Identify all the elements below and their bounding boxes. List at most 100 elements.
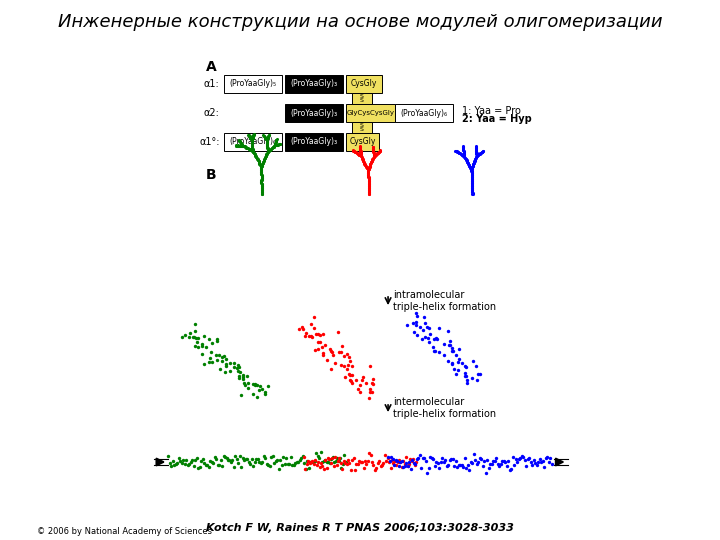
Point	[197, 342, 208, 350]
Point	[259, 390, 271, 399]
Point	[454, 149, 466, 158]
Point	[242, 455, 253, 463]
Point	[358, 157, 369, 165]
Point	[234, 137, 246, 146]
Point	[476, 147, 487, 156]
Point	[312, 329, 324, 338]
Point	[186, 456, 198, 464]
Point	[235, 141, 247, 150]
Point	[471, 151, 482, 159]
Point	[259, 153, 271, 162]
Point	[334, 453, 346, 462]
Point	[270, 141, 282, 150]
Point	[389, 457, 400, 465]
Point	[220, 368, 231, 376]
Point	[323, 454, 334, 463]
Point	[246, 146, 257, 154]
Point	[471, 148, 482, 157]
Point	[234, 141, 246, 150]
Point	[325, 458, 337, 467]
Point	[206, 458, 217, 467]
Point	[270, 137, 282, 145]
Point	[240, 143, 252, 152]
Point	[266, 144, 278, 152]
Point	[261, 135, 273, 144]
Point	[247, 133, 258, 142]
Point	[260, 152, 271, 160]
Point	[256, 161, 268, 170]
Point	[359, 160, 371, 169]
Point	[269, 140, 281, 149]
Point	[372, 149, 383, 158]
Point	[392, 457, 403, 466]
Point	[328, 458, 340, 467]
Point	[393, 462, 405, 471]
Point	[469, 154, 481, 163]
Point	[435, 457, 446, 466]
Point	[238, 142, 250, 151]
Point	[402, 321, 413, 330]
Point	[475, 455, 487, 463]
Point	[235, 139, 247, 147]
Point	[467, 458, 478, 467]
Point	[249, 151, 261, 159]
Point	[243, 130, 254, 139]
Point	[294, 456, 305, 464]
Point	[367, 154, 379, 163]
Point	[533, 457, 544, 466]
Point	[256, 170, 267, 178]
Point	[367, 145, 379, 154]
Point	[468, 449, 480, 458]
Point	[466, 165, 477, 173]
Point	[256, 186, 268, 195]
Point	[276, 460, 287, 469]
Point	[335, 361, 346, 369]
Point	[367, 142, 379, 151]
Point	[365, 158, 377, 167]
Point	[242, 144, 253, 153]
Text: (ProYaaGly)₆: (ProYaaGly)₆	[230, 138, 277, 146]
Point	[251, 455, 262, 463]
Bar	[346, 133, 379, 151]
Point	[462, 158, 474, 167]
Point	[246, 136, 257, 144]
Point	[469, 155, 481, 164]
Point	[305, 320, 316, 328]
Point	[343, 370, 355, 379]
Point	[343, 458, 355, 467]
Point	[459, 454, 470, 462]
Point	[466, 172, 477, 180]
Point	[452, 365, 464, 374]
Point	[413, 454, 424, 463]
Point	[239, 142, 251, 151]
Point	[471, 148, 482, 157]
Point	[225, 458, 237, 467]
Point	[466, 168, 477, 177]
Point	[261, 141, 273, 150]
Text: α1:: α1:	[204, 79, 220, 89]
Point	[505, 464, 517, 473]
Point	[258, 157, 269, 166]
Point	[256, 161, 268, 170]
Point	[461, 372, 472, 380]
Point	[184, 328, 196, 337]
Point	[462, 461, 473, 469]
Point	[371, 464, 382, 472]
Point	[467, 164, 478, 172]
Point	[327, 453, 338, 462]
Point	[235, 138, 246, 147]
Point	[288, 461, 300, 469]
Point	[235, 140, 247, 149]
Point	[209, 453, 220, 461]
Point	[464, 163, 476, 171]
Point	[244, 132, 256, 141]
Point	[467, 190, 478, 198]
Point	[354, 151, 366, 159]
Point	[467, 190, 478, 199]
Point	[467, 183, 478, 191]
Point	[458, 151, 469, 160]
Point	[460, 156, 472, 164]
Point	[359, 159, 370, 168]
Point	[364, 394, 375, 402]
Point	[269, 139, 281, 148]
